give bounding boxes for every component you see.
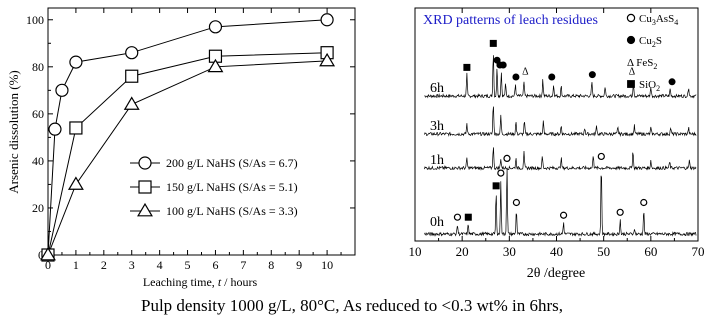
left-series-lines xyxy=(47,19,328,256)
dissolution-chart: 0 1 2 3 4 5 6 7 8 9 10 0 20 40 60 80 100 200 g/L NaHS (… xyxy=(6,7,356,289)
left-y-tick-label: 20 xyxy=(32,201,44,215)
legend-entry-label: 100 g/L NaHS (S/As = 3.3) xyxy=(166,204,298,218)
legend-filled-circle-icon xyxy=(626,35,636,45)
peak-marker-open-circle xyxy=(640,198,648,207)
data-point-triangle xyxy=(319,52,336,67)
data-point-triangle xyxy=(207,58,224,73)
left-x-ticks: 0 1 2 3 4 5 6 7 8 9 10 xyxy=(45,8,342,272)
peak-marker-open-circle xyxy=(597,152,605,161)
peak-marker-open-circle xyxy=(503,154,511,162)
left-x-tick-label: 3 xyxy=(129,258,135,272)
xrd-title: XRD patterns of leach residues xyxy=(423,13,598,28)
legend-entry-label: 150 g/L NaHS (S/As = 5.1) xyxy=(166,180,298,194)
xrd-pattern-6h xyxy=(424,55,697,99)
data-point-circle xyxy=(48,122,62,136)
right-x-tick-label: 50 xyxy=(597,244,610,259)
series-line-square xyxy=(47,52,328,256)
data-point-circle xyxy=(55,83,69,97)
left-x-tick-label: 0 xyxy=(45,258,51,272)
left-x-tick-label: 1 xyxy=(73,258,79,272)
left-legend: 200 g/L NaHS (S/As = 6.7) 150 g/L NaHS (S… xyxy=(130,156,298,218)
peak-marker-open-circle xyxy=(559,211,568,219)
right-x-tick-label: 20 xyxy=(456,244,469,259)
right-x-tick-label: 10 xyxy=(409,244,422,259)
legend-marker-square xyxy=(138,180,152,194)
xrd-patterns: 6h 3h 1h 0h xyxy=(424,55,697,237)
peak-marker-filled-circle xyxy=(548,73,556,81)
legend-marker-triangle xyxy=(137,202,153,217)
pattern-label-0h: 0h xyxy=(430,215,444,230)
peak-marker-fes2: Δ xyxy=(629,67,636,78)
pattern-label-1h: 1h xyxy=(430,153,444,168)
peak-marker-filled-square xyxy=(492,182,500,190)
data-point-circle xyxy=(69,55,83,69)
left-y-tick-label: 80 xyxy=(32,60,44,74)
legend-marker-circle xyxy=(138,156,152,170)
left-x-tick-label: 2 xyxy=(101,258,107,272)
data-point-circle xyxy=(320,13,334,27)
right-x-tick-label: 40 xyxy=(550,244,563,259)
peak-marker-open-circle xyxy=(616,208,624,216)
xrd-chart: XRD patterns of leach residues 10 20 30 40 5… xyxy=(409,7,704,281)
peak-marker-filled-square xyxy=(464,213,472,221)
left-y-tick-label: 40 xyxy=(32,154,44,168)
pattern-label-3h: 3h xyxy=(430,119,444,134)
left-x-tick-label: 8 xyxy=(268,258,274,272)
data-point-triangle xyxy=(123,96,140,110)
data-point-triangle xyxy=(40,246,56,261)
left-y-tick-label: 0 xyxy=(38,248,44,262)
pattern-label-6h: 6h xyxy=(430,81,444,96)
data-point-circle xyxy=(208,20,223,34)
peak-marker-open-circle xyxy=(497,169,505,177)
peak-marker-filled-circle xyxy=(499,61,507,69)
data-point-triangle xyxy=(67,176,84,190)
peak-marker-filled-square xyxy=(463,63,471,71)
right-x-axis-label: 2θ /degree xyxy=(527,266,585,281)
legend-filled-square-icon xyxy=(627,80,635,88)
xrd-pattern-0h xyxy=(424,167,697,237)
legend-open-circle-icon xyxy=(626,13,636,23)
right-x-tick-label: 70 xyxy=(692,244,704,259)
peak-marker-filled-circle xyxy=(668,78,676,86)
peak-marker-filled-circle xyxy=(512,73,520,81)
left-x-tick-label: 4 xyxy=(157,258,163,272)
left-y-tick-label: 60 xyxy=(32,107,44,121)
peak-marker-fes2: Δ xyxy=(522,67,529,78)
data-point-square xyxy=(125,69,139,83)
left-x-tick-label: 6 xyxy=(212,258,218,272)
xrd-legend-label: Cu2S xyxy=(639,35,662,49)
peak-marker-open-circle xyxy=(453,213,462,221)
xrd-legend-label: Δ FeS2 xyxy=(627,57,657,71)
peak-marker-open-circle xyxy=(512,198,521,207)
data-point-square xyxy=(69,121,83,135)
right-x-ticks: 10 20 30 40 50 60 70 xyxy=(409,8,704,259)
xrd-pattern-3h xyxy=(424,106,697,137)
left-x-axis-label: Leaching time, t / hours xyxy=(143,275,258,289)
left-x-tick-label: 9 xyxy=(296,258,302,272)
left-y-tick-label: 100 xyxy=(26,13,44,27)
peak-marker-filled-square xyxy=(489,39,497,47)
left-y-axis-label: Arsenic dissolution (%) xyxy=(6,70,21,193)
xrd-pattern-1h xyxy=(424,147,697,171)
left-x-tick-label: 10 xyxy=(321,258,333,272)
figure-caption: Pulp density 1000 g/L, 80°C, As reduced … xyxy=(140,296,563,315)
xrd-legend-label: Cu3AsS4 xyxy=(639,13,678,27)
left-x-tick-label: 7 xyxy=(240,258,246,272)
xrd-legend: Cu3AsS4 Cu2S Δ FeS2 SiO2 xyxy=(626,13,678,93)
data-point-circle xyxy=(125,46,139,60)
left-x-tick-label: 5 xyxy=(185,258,191,272)
left-series-markers xyxy=(40,13,336,262)
right-x-tick-label: 60 xyxy=(644,244,657,259)
xrd-legend-label: SiO2 xyxy=(639,79,660,93)
peak-marker-filled-circle xyxy=(588,71,596,79)
right-x-tick-label: 30 xyxy=(503,244,516,259)
left-y-ticks: 0 20 40 60 80 100 xyxy=(26,13,355,262)
legend-entry-label: 200 g/L NaHS (S/As = 6.7) xyxy=(166,156,298,170)
series-line-circle xyxy=(47,19,328,256)
